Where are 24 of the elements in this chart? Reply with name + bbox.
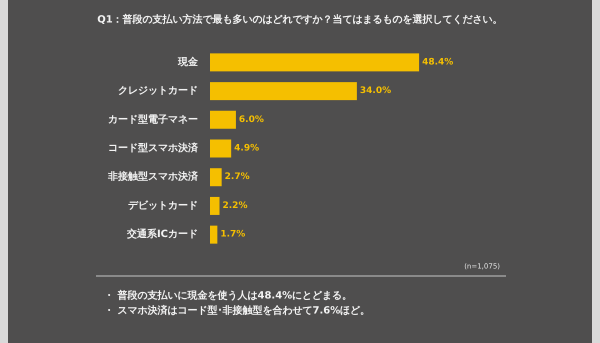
data-label: 1.7% bbox=[220, 230, 246, 240]
data-label: 6.0% bbox=[238, 114, 264, 125]
bar bbox=[210, 168, 222, 186]
y-tick-label: カード型電子マネー bbox=[108, 113, 198, 126]
bar bbox=[210, 82, 357, 100]
bar bbox=[210, 196, 220, 215]
bar bbox=[210, 53, 420, 72]
data-label: 2.7% bbox=[224, 172, 250, 182]
y-tick-label: 現金 bbox=[177, 56, 199, 68]
data-label: 48.4% bbox=[422, 57, 454, 68]
y-tick-label: 交通系ICカード bbox=[126, 228, 198, 240]
text: ・ スマホ決済はコード型･非接触型を合わせて7.6%ほど。 bbox=[104, 304, 370, 316]
data-label: 4.9% bbox=[234, 144, 260, 154]
bar bbox=[210, 226, 218, 244]
y-tick-label: クレジットカード bbox=[118, 86, 198, 97]
y-tick-label: 非接触型スマホ決済 bbox=[107, 170, 199, 183]
data-label: 2.2% bbox=[222, 200, 248, 211]
chart-title: Q1：普段の支払い方法で最も多いのはどれですか？当てはまるものを選択してください。 bbox=[97, 14, 503, 26]
y-tick-label: コード型スマホ決済 bbox=[108, 142, 199, 154]
data-label: 34.0% bbox=[360, 86, 392, 96]
bar bbox=[210, 110, 236, 129]
y-tick-label: デビットカード bbox=[128, 199, 198, 212]
text: ・ 普段の支払いに現金を使う人は48.4%にとどまる。 bbox=[104, 290, 352, 302]
bar bbox=[210, 140, 232, 158]
